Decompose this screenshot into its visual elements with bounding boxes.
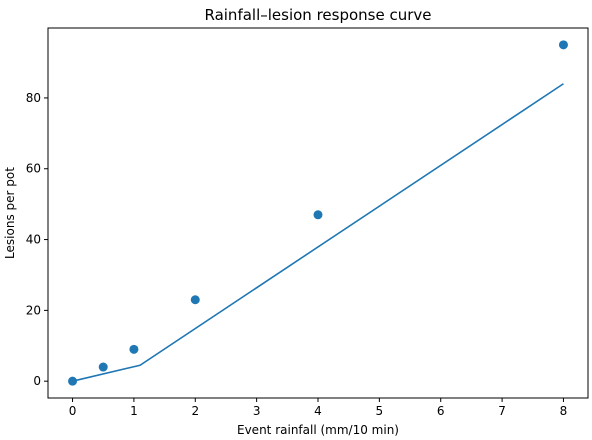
x-tick-label: 0 <box>69 404 77 418</box>
y-axis-ticks: 0 20 40 60 80 <box>26 91 48 388</box>
x-axis-label: Event rainfall (mm/10 min) <box>237 423 399 437</box>
y-axis-label: Lesions per pot <box>3 167 17 259</box>
y-tick-label: 20 <box>26 303 41 317</box>
y-tick-label: 60 <box>26 162 41 176</box>
chart-title: Rainfall–lesion response curve <box>204 6 431 24</box>
y-tick-label: 80 <box>26 91 41 105</box>
data-point <box>558 40 568 50</box>
x-tick-label: 7 <box>498 404 506 418</box>
plot-layer <box>68 40 568 386</box>
x-tick-label: 1 <box>130 404 138 418</box>
y-tick-label: 0 <box>33 374 41 388</box>
x-tick-label: 5 <box>376 404 384 418</box>
data-point <box>98 362 108 372</box>
data-point <box>190 295 200 305</box>
fitted-curve-line <box>72 83 564 382</box>
x-axis-ticks: 0 1 2 3 4 5 6 7 8 <box>69 398 568 418</box>
data-point <box>68 376 78 386</box>
x-tick-label: 2 <box>191 404 199 418</box>
y-tick-label: 40 <box>26 233 41 247</box>
x-tick-label: 8 <box>560 404 568 418</box>
data-point <box>313 210 323 220</box>
x-tick-label: 6 <box>437 404 445 418</box>
data-point <box>129 344 139 354</box>
x-tick-label: 4 <box>314 404 322 418</box>
x-tick-label: 3 <box>253 404 261 418</box>
